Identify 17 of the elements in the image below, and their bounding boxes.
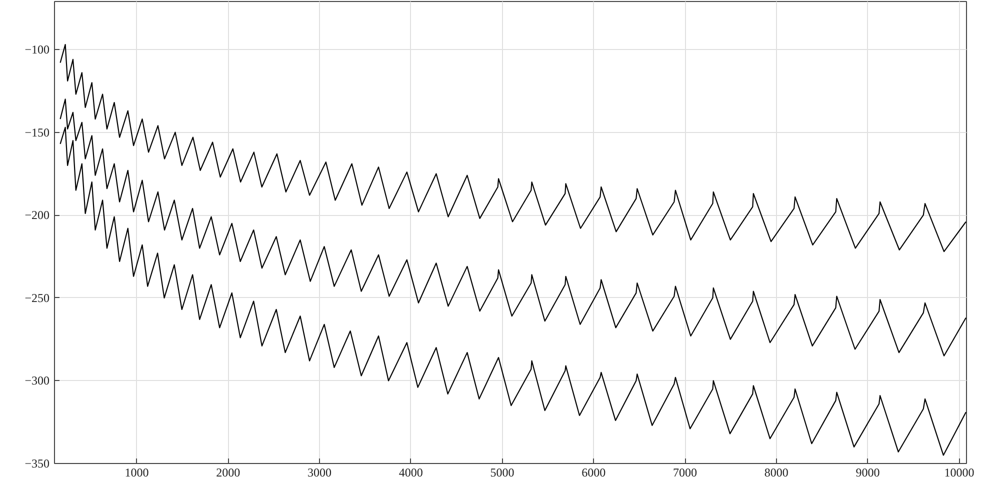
y-tick-label: −300 [24, 374, 50, 388]
x-tick-label: 2000 [216, 466, 240, 480]
x-tick-label: 10000 [944, 466, 974, 480]
y-tick-label: −150 [24, 125, 50, 140]
x-tick-label: 6000 [582, 466, 606, 480]
x-tick-label: 8000 [764, 466, 788, 480]
y-tick-label: −250 [24, 290, 50, 305]
x-tick-label: 9000 [856, 466, 880, 480]
line-series [60, 44, 966, 252]
x-tick-label: 4000 [398, 466, 423, 480]
y-tick-label: −100 [24, 42, 50, 57]
y-tick-label: −350 [24, 456, 50, 470]
y-tick-label: −200 [24, 208, 50, 222]
x-tick-label: 1000 [124, 466, 149, 480]
x-tick-label: 5000 [490, 466, 514, 480]
x-tick-label: 7000 [673, 466, 698, 480]
x-tick-label: 3000 [308, 466, 332, 480]
